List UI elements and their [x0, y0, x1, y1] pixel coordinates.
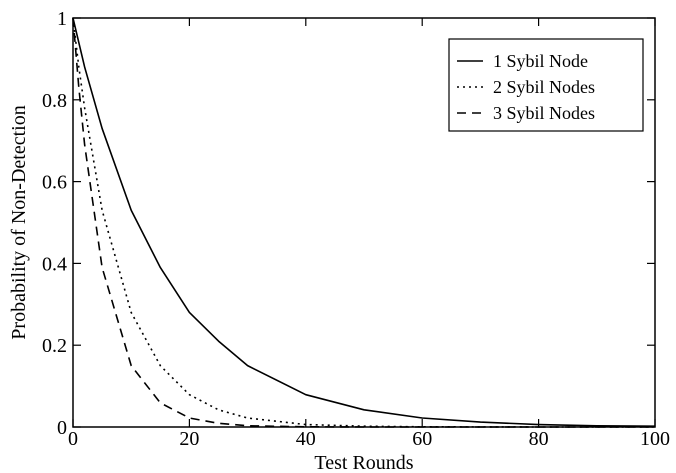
- x-tick-label: 40: [296, 428, 316, 450]
- plot-frame: [72, 17, 656, 428]
- legend-label-2: 2 Sybil Nodes: [493, 77, 595, 97]
- legend: 1 Sybil Node 2 Sybil Nodes 3 Sybil Nodes: [448, 38, 644, 132]
- x-tick-label: 100: [640, 428, 670, 450]
- ticks-layer: 0 20 40 60 80 100 0 0.2 0.4 0.6 0.8 1: [42, 8, 670, 450]
- x-axis-label: Test Rounds: [314, 452, 413, 473]
- legend-box: [448, 38, 644, 132]
- y-tick-label: 0: [57, 417, 67, 439]
- y-tick-label: 0.4: [42, 253, 67, 275]
- x-tick-label: 20: [179, 428, 199, 450]
- series-line-1: [72, 17, 656, 427]
- y-tick-label: 0.8: [42, 90, 67, 112]
- x-tick-label: 80: [529, 428, 549, 450]
- x-tick-label: 60: [412, 428, 432, 450]
- legend-label-3: 3 Sybil Nodes: [493, 103, 595, 123]
- x-tick-label: 0: [68, 428, 78, 450]
- legend-label-1: 1 Sybil Node: [493, 51, 588, 71]
- y-tick-label: 0.6: [42, 172, 67, 194]
- y-tick-label: 1: [57, 8, 67, 30]
- y-axis-label: Probability of Non-Detection: [8, 105, 30, 339]
- y-tick-label: 0.2: [42, 335, 67, 357]
